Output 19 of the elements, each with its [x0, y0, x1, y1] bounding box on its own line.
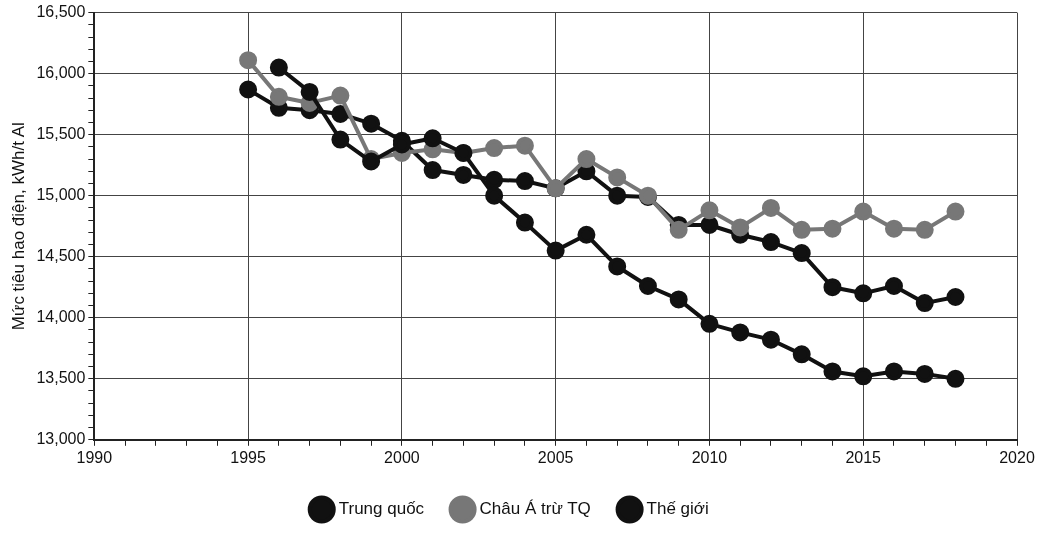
- y-tick-label: 13,500: [36, 369, 86, 387]
- x-tick-label: 2015: [845, 448, 882, 466]
- x-tick-label: 2010: [691, 448, 728, 466]
- y-tick-label: 14,500: [36, 247, 86, 265]
- y-tick-label: 16,500: [36, 3, 86, 21]
- x-tick-label: 2005: [537, 448, 574, 466]
- x-tick-label: 2020: [999, 448, 1035, 466]
- y-tick-label: 16,000: [36, 64, 86, 82]
- x-tick-label: 1990: [76, 448, 113, 466]
- x-tick-label: 2000: [384, 448, 420, 466]
- legend-label: Trung quốc: [338, 499, 425, 519]
- y-tick-label: 15,500: [36, 125, 86, 143]
- y-tick-label: 13,000: [36, 430, 86, 448]
- y-axis-title: Mức tiêu hao điện, kWh/t Al: [8, 122, 28, 331]
- legend-label: Thế giới: [646, 499, 709, 519]
- y-tick-label: 14,000: [36, 308, 86, 326]
- x-tick-label: 1995: [230, 448, 267, 466]
- y-tick-label: 15,000: [36, 186, 86, 204]
- legend-label: Châu Á trừ TQ: [479, 499, 591, 519]
